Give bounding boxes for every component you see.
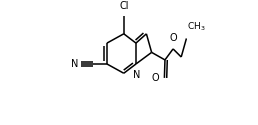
Text: O: O xyxy=(169,32,177,42)
Text: N: N xyxy=(133,70,141,80)
Text: N: N xyxy=(71,59,78,69)
Text: CH$_3$: CH$_3$ xyxy=(187,20,206,33)
Text: O: O xyxy=(151,73,159,83)
Text: Cl: Cl xyxy=(119,1,128,11)
